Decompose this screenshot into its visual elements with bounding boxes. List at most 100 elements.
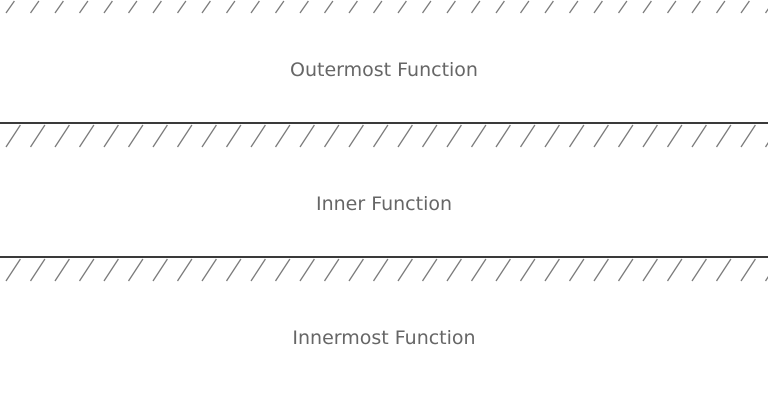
- hatch-stroke: [446, 0, 456, 14]
- hatch-1-svg: [5, 124, 768, 148]
- hatch-stroke: [544, 124, 560, 148]
- hatch-stroke: [274, 258, 291, 282]
- hatch-stroke: [642, 124, 658, 148]
- hatch-stroke: [593, 258, 609, 282]
- hatch-stroke: [250, 0, 260, 14]
- hatch-top-svg: [5, 0, 768, 14]
- hatch-stroke: [127, 258, 144, 282]
- hatch-stroke: [617, 0, 628, 14]
- hatch-stroke: [103, 124, 119, 148]
- hatch-stroke: [470, 124, 487, 148]
- hatch-stroke: [225, 258, 242, 282]
- hatch-stroke: [54, 0, 64, 14]
- hatch-stroke: [519, 124, 536, 148]
- hatch-stroke: [299, 124, 315, 148]
- hatch-band-top: [0, 0, 768, 24]
- hatch-stroke: [642, 0, 652, 14]
- hatch-stroke: [715, 0, 726, 14]
- hatch-stroke: [29, 258, 46, 282]
- hatch-stroke: [54, 124, 70, 148]
- layer-label-inner: Inner Function: [315, 193, 453, 215]
- hatch-stroke: [372, 258, 389, 282]
- hatch-stroke: [666, 124, 683, 148]
- hatch-stroke: [593, 0, 603, 14]
- boundary-line-2: [0, 256, 768, 258]
- hatch-stroke: [446, 258, 462, 282]
- hatch-stroke: [568, 258, 585, 282]
- hatch-stroke: [617, 258, 634, 282]
- hatch-stroke: [127, 0, 138, 14]
- hatch-stroke: [617, 124, 634, 148]
- hatch-stroke: [323, 124, 340, 148]
- hatch-stroke: [691, 258, 707, 282]
- hatch-stroke: [78, 258, 95, 282]
- hatch-stroke: [519, 0, 530, 14]
- hatch-stroke: [152, 258, 168, 282]
- hatch-stroke: [78, 124, 95, 148]
- hatch-stroke: [348, 0, 358, 14]
- hatch-stroke: [397, 124, 413, 148]
- hatch-stroke: [176, 258, 193, 282]
- hatch-stroke: [593, 124, 609, 148]
- hatch-stroke: [740, 0, 750, 14]
- hatch-stroke: [127, 124, 144, 148]
- hatch-2-svg: [5, 258, 768, 282]
- hatch-stroke: [691, 124, 707, 148]
- hatch-stroke: [666, 0, 677, 14]
- hatch-stroke: [568, 0, 579, 14]
- hatch-stroke: [470, 258, 487, 282]
- hatch-stroke: [519, 258, 536, 282]
- hatch-stroke: [544, 0, 554, 14]
- hatch-stroke: [715, 124, 732, 148]
- hatch-stroke: [421, 124, 438, 148]
- hatch-stroke: [5, 258, 21, 282]
- hatch-stroke: [446, 124, 462, 148]
- hatch-stroke: [397, 258, 413, 282]
- hatch-stroke: [201, 124, 217, 148]
- hatch-stroke: [103, 258, 119, 282]
- hatch-stroke: [666, 258, 683, 282]
- hatch-stroke: [470, 0, 481, 14]
- hatch-stroke: [176, 124, 193, 148]
- hatch-stroke: [299, 0, 309, 14]
- hatch-stroke: [103, 0, 113, 14]
- layer-label-innermost: Innermost Function: [292, 327, 476, 349]
- hatch-stroke: [5, 124, 21, 148]
- hatch-stroke: [495, 258, 511, 282]
- hatch-stroke: [495, 0, 505, 14]
- hatch-stroke: [201, 258, 217, 282]
- hatch-stroke: [225, 124, 242, 148]
- hatch-stroke: [5, 0, 15, 14]
- hatch-stroke: [421, 0, 432, 14]
- hatch-stroke: [421, 258, 438, 282]
- hatch-stroke: [544, 258, 560, 282]
- hatch-stroke: [323, 0, 334, 14]
- hatch-stroke: [372, 0, 383, 14]
- hatch-stroke: [764, 8, 768, 14]
- boundary-line-1: [0, 122, 768, 124]
- hatch-stroke: [250, 124, 266, 148]
- hatch-stroke: [29, 124, 46, 148]
- hatch-stroke: [642, 258, 658, 282]
- hatch-stroke: [372, 124, 389, 148]
- hatch-stroke: [54, 258, 70, 282]
- hatch-stroke: [691, 0, 701, 14]
- hatch-stroke: [274, 124, 291, 148]
- hatch-stroke: [299, 258, 315, 282]
- hatch-stroke: [201, 0, 211, 14]
- hatch-stroke: [78, 0, 89, 14]
- hatch-stroke: [495, 124, 511, 148]
- hatch-stroke: [152, 0, 162, 14]
- hatch-stroke: [225, 0, 236, 14]
- hatch-stroke: [715, 258, 732, 282]
- hatch-band-2: [0, 258, 768, 282]
- hatch-stroke: [176, 0, 187, 14]
- layer-label-outermost: Outermost Function: [290, 59, 478, 81]
- hatch-stroke: [348, 258, 364, 282]
- hatch-stroke: [397, 0, 407, 14]
- hatch-stroke: [29, 0, 40, 14]
- hatch-stroke: [740, 124, 756, 148]
- hatch-stroke: [250, 258, 266, 282]
- hatch-stroke: [274, 0, 285, 14]
